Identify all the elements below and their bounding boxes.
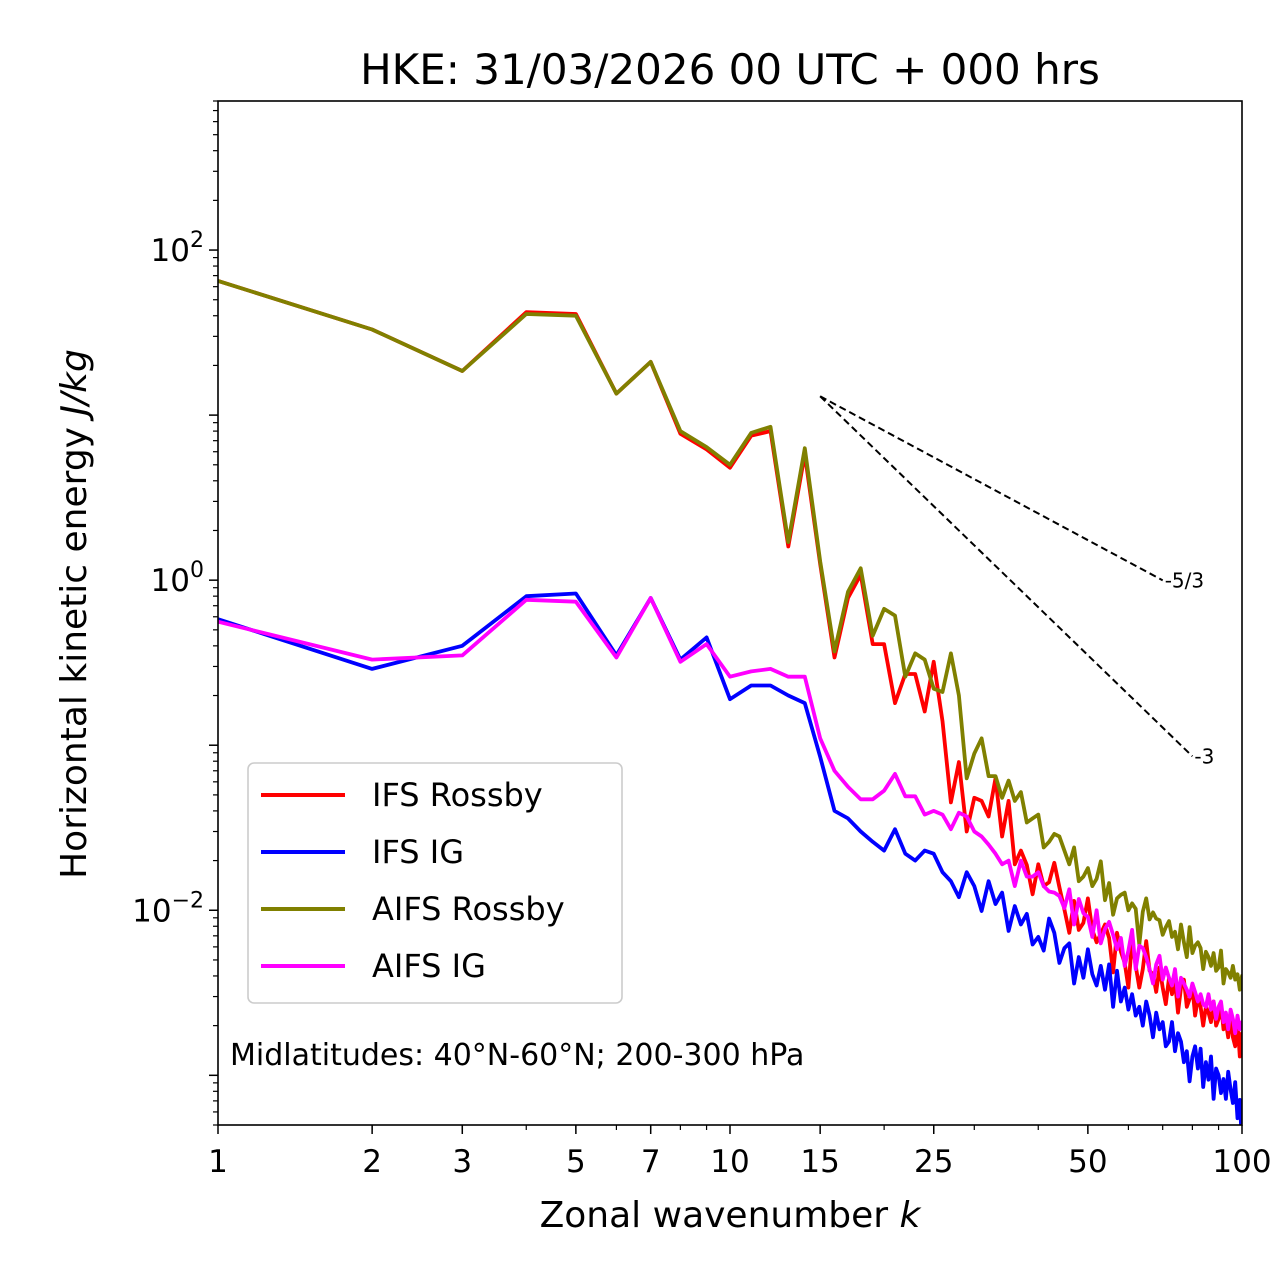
slope-reference-lines: -5/3 -3: [819, 395, 1214, 768]
series-line-ifs-rossby: [218, 278, 1242, 1059]
major-ticks: [209, 249, 1243, 1134]
legend-label: IFS IG: [372, 833, 464, 871]
x-tick-label: 1: [208, 1144, 228, 1180]
series-line-aifs-rossby: [218, 278, 1242, 992]
y-tick-label: 102: [151, 228, 204, 269]
region-annotation: Midlatitudes: 40°N-60°N; 200-300 hPa: [230, 1038, 804, 1073]
x-tick-label: 25: [914, 1144, 953, 1180]
x-tick-label: 10: [710, 1144, 749, 1180]
x-tick-label: 100: [1212, 1144, 1271, 1180]
x-tick-label: 3: [452, 1144, 472, 1180]
y-tick-label: 10−2: [132, 888, 204, 929]
slope-line: [819, 395, 1164, 582]
legend: IFS Rossby IFS IG AIFS Rossby AIFS IG: [247, 762, 623, 1004]
series-line-ifs-ig: [218, 591, 1242, 1125]
x-tick-label: 2: [362, 1144, 382, 1180]
slope-label: -3: [1194, 744, 1214, 768]
legend-label: IFS Rossby: [372, 776, 543, 814]
plot-frame: [217, 100, 1243, 1126]
series-line-aifs-ig: [218, 596, 1242, 1036]
y-tick-label: 100: [151, 558, 204, 599]
x-tick-labels: 1 2 3 5 7 10 15 25 50 100: [208, 1144, 1271, 1180]
chart-title: HKE: 31/03/2026 00 UTC + 000 hrs: [360, 45, 1100, 94]
legend-label: AIFS Rossby: [372, 890, 565, 928]
series-lines: [218, 278, 1242, 1125]
x-tick-label: 15: [800, 1144, 839, 1180]
x-tick-label: 7: [641, 1144, 661, 1180]
x-tick-label: 5: [566, 1144, 586, 1180]
y-tick-labels: 102 100 10−2: [132, 228, 204, 929]
slope-label: -5/3: [1165, 568, 1204, 592]
x-tick-label: 50: [1068, 1144, 1107, 1180]
legend-box: [247, 762, 623, 1004]
y-axis-label: Horizontal kinetic energy J/kg: [54, 349, 95, 879]
slope-line: [819, 395, 1194, 757]
x-axis-label: Zonal wavenumber k: [540, 1195, 923, 1236]
legend-label: AIFS IG: [372, 947, 486, 985]
